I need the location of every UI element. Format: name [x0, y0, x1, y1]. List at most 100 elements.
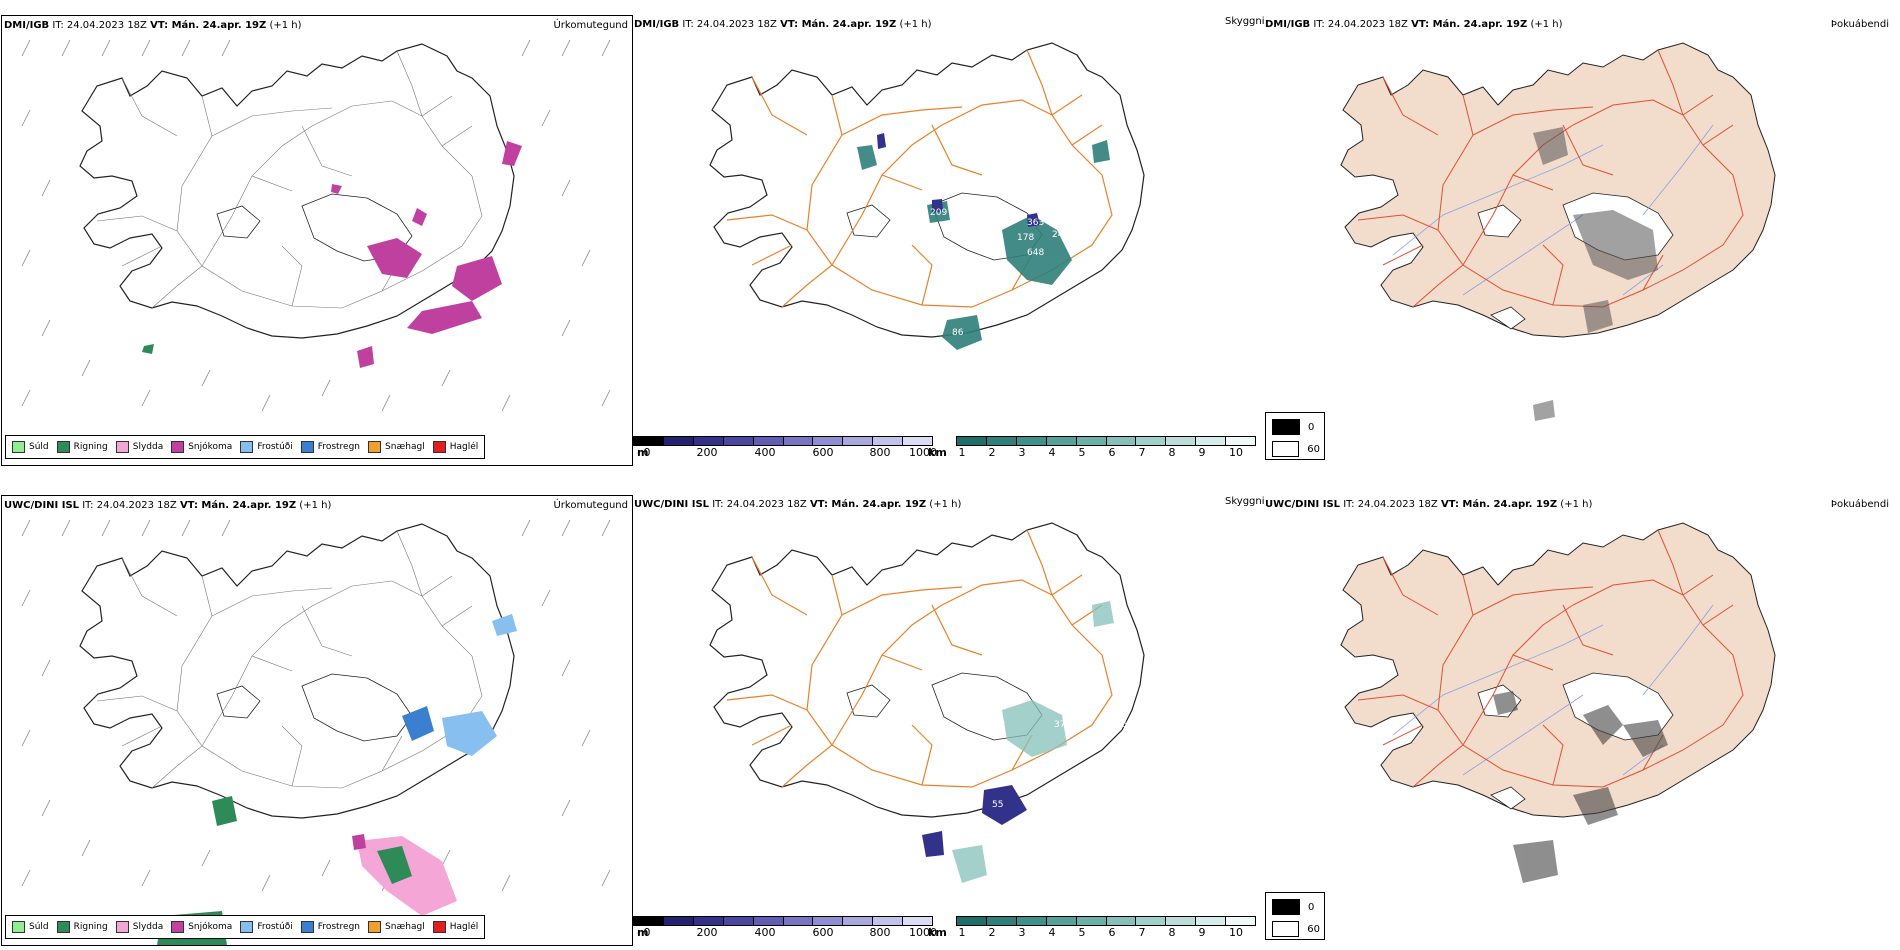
- legend-item: Rigning: [56, 921, 108, 933]
- legend-swatch: [12, 441, 25, 453]
- visibility-tick: 7: [1138, 446, 1146, 459]
- visibility-tick: 4: [1048, 446, 1056, 459]
- panel-header: DMI/IGB IT: 24.04.2023 18Z VT: Mán. 24.a…: [1265, 19, 1563, 30]
- fog-map: [1340, 522, 1776, 883]
- ceiling-bar: [633, 436, 933, 446]
- ceiling-tick: 200: [696, 926, 718, 939]
- visibility-tick: 1: [958, 446, 966, 459]
- ceiling-colorbar: m 0 200 400 600 800 1000: [633, 916, 937, 939]
- visibility-tick: 8: [1168, 446, 1176, 459]
- legend-item: Rigning: [56, 441, 108, 453]
- legend-item: Haglél: [432, 441, 478, 453]
- wind-barbs: [21, 39, 611, 412]
- ceiling-labels: 209 80 363 178 242 648 164 692 86 150 50: [877, 153, 1127, 390]
- cloud-panel-bottom: UWC/DINI ISL IT: 24.04.2023 18Z VT: Mán.…: [632, 495, 1265, 944]
- precip-legend: Súld Rigning Slydda Snjókoma Frostúði Fr…: [5, 435, 486, 459]
- lead-time: (+1 h): [269, 20, 302, 31]
- ceiling-label: 86: [952, 328, 964, 338]
- legend-swatch: [115, 441, 129, 453]
- visibility-tick: 5: [1078, 446, 1086, 459]
- model-name: UWC/DINI ISL: [4, 500, 80, 511]
- precip-type-panel-top: DMI/IGB IT: 24.04.2023 18Z VT: Mán. 24.a…: [1, 15, 633, 466]
- visibility-tick: 9: [1198, 446, 1206, 459]
- valid-time: VT: Mán. 24.apr. 19Z: [809, 499, 927, 510]
- model-name: DMI/IGB: [1265, 19, 1311, 30]
- legend-swatch: [300, 921, 314, 933]
- cloud-map: 182 55 166 32 37: [709, 522, 1145, 883]
- visibility-tick: 5: [1078, 926, 1086, 939]
- low-visibility-areas: [857, 140, 1110, 350]
- model-name: UWC/DINI ISL: [1265, 499, 1341, 510]
- fog-swatch: [1272, 921, 1300, 937]
- ceiling-label: 164: [1110, 233, 1127, 243]
- low-ceiling-areas: [922, 785, 1027, 857]
- ceiling-tick: 600: [812, 926, 834, 939]
- legend-swatch: [432, 441, 446, 453]
- valid-time: VT: Mán. 24.apr. 19Z: [780, 19, 897, 30]
- visibility-tick: 8: [1168, 926, 1176, 939]
- precip-legend: Súld Rigning Slydda Snjókoma Frostúði Fr…: [5, 915, 486, 939]
- panel-title: Skyggni: [1225, 496, 1265, 507]
- legend-swatch: [300, 441, 314, 453]
- legend-item: Snjókoma: [171, 921, 232, 933]
- ceiling-label: 80: [877, 153, 889, 163]
- legend-item: Frostúði: [240, 921, 293, 933]
- precip-map: [21, 519, 611, 945]
- legend-item: Haglél: [432, 921, 478, 933]
- lead-time: (+1 h): [899, 19, 932, 30]
- ceiling-label: 648: [1027, 248, 1044, 258]
- visibility-tick: 10: [1229, 926, 1243, 939]
- lead-time: (+1 h): [1560, 499, 1593, 510]
- legend-swatch: [432, 921, 446, 933]
- precip-map: [21, 39, 611, 412]
- ceiling-tick: 1000: [909, 446, 937, 459]
- panel-header: DMI/IGB IT: 24.04.2023 18Z VT: Mán. 24.a…: [634, 19, 932, 30]
- ceiling-tick: 0: [643, 446, 651, 459]
- lead-time: (+1 h): [299, 500, 332, 511]
- init-time: IT: 24.04.2023 18Z: [682, 19, 777, 30]
- panel-title: Skyggni: [1225, 16, 1265, 27]
- lead-time: (+1 h): [1530, 19, 1563, 30]
- fog-legend-bottom: 0 60: [1265, 892, 1325, 940]
- snow-areas: [331, 141, 522, 368]
- ceiling-label: 37: [1054, 720, 1065, 730]
- legend-item: Frostregn: [300, 921, 360, 933]
- ceiling-unit: m: [637, 446, 649, 459]
- fog-map: [1340, 42, 1776, 421]
- fog-swatch: [1272, 441, 1300, 457]
- visibility-colorbar: km 1 2 3 4 5 6 7 8 9 10: [928, 436, 1256, 459]
- visibility-tick: 6: [1108, 926, 1116, 939]
- legend-item: Snæhagl: [368, 921, 425, 933]
- init-time: IT: 24.04.2023 18Z: [1313, 19, 1408, 30]
- panel-title: Þokuábendi: [1830, 499, 1889, 510]
- ceiling-label: 178: [1017, 233, 1034, 243]
- legend-item: Frostregn: [300, 441, 360, 453]
- lead-time: (+1 h): [929, 499, 962, 510]
- legend-swatch: [240, 921, 254, 933]
- legend-swatch: [56, 441, 70, 453]
- init-time: IT: 24.04.2023 18Z: [82, 500, 177, 511]
- rain-areas: [142, 344, 154, 354]
- ceiling-tick: 400: [754, 446, 776, 459]
- legend-item: Súld: [12, 441, 49, 453]
- ceiling-label: 363: [1027, 218, 1044, 228]
- legend-swatch: [56, 921, 70, 933]
- cloud-map: 209 80 363 178 242 648 164 692 86 150 50: [709, 42, 1145, 390]
- visibility-tick: 6: [1108, 446, 1116, 459]
- model-name: DMI/IGB: [4, 20, 50, 31]
- init-time: IT: 24.04.2023 18Z: [52, 20, 147, 31]
- init-time: IT: 24.04.2023 18Z: [712, 499, 807, 510]
- legend-item: Snæhagl: [368, 441, 425, 453]
- freezing-areas: [402, 614, 517, 756]
- visibility-bar: [956, 436, 1256, 446]
- visibility-bar: [956, 916, 1256, 926]
- visibility-colorbar: km 1 2 3 4 5 6 7 8 9 10: [928, 916, 1256, 939]
- legend-swatch: [171, 921, 185, 933]
- wind-barbs: [21, 519, 611, 892]
- fog-areas: [1533, 127, 1658, 421]
- ceiling-tick: 600: [812, 446, 834, 459]
- visibility-tick: 1: [958, 926, 966, 939]
- visibility-tick: 9: [1198, 926, 1206, 939]
- visibility-unit: km: [928, 926, 947, 939]
- ceiling-label: 209: [930, 208, 947, 218]
